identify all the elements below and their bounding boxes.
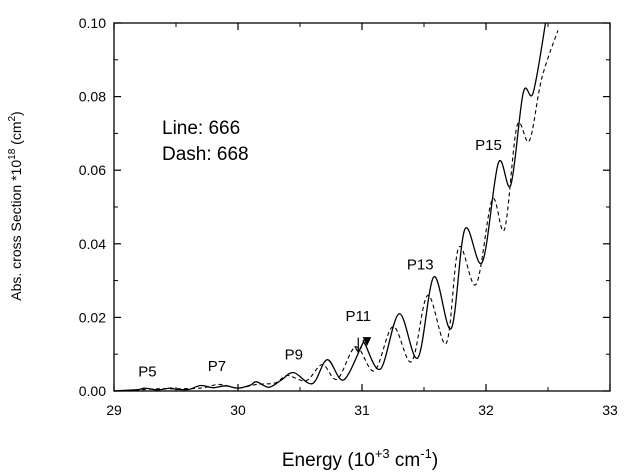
y-axis-title-prefix: Abs. cross Section *10 <box>8 160 24 301</box>
x-tick-label: 33 <box>602 402 618 418</box>
peak-label-p9: P9 <box>285 347 303 364</box>
plot-frame <box>113 22 611 392</box>
legend-note-dash: Dash: 668 <box>162 144 249 165</box>
y-tick-label: 0.00 <box>79 383 106 399</box>
legend-note-line: Line: 666 <box>162 118 240 139</box>
x-tick-label: 31 <box>354 402 370 418</box>
x-tick-label: 29 <box>106 402 122 418</box>
x-axis-title-suffix: ) <box>432 450 438 471</box>
y-tick-label: 0.06 <box>79 162 106 178</box>
peak-arrowhead-filled <box>362 337 372 347</box>
peak-label-p7: P7 <box>208 358 226 375</box>
y-tick-label: 0.10 <box>79 15 106 31</box>
peak-label-p5: P5 <box>138 363 156 380</box>
peak-label-p15: P15 <box>475 137 502 154</box>
peak-arrow-head <box>354 346 363 354</box>
x-axis-title: Energy (10+3 cm-1) <box>282 446 438 471</box>
x-tick-label: 30 <box>230 402 246 418</box>
peak-annotations: P5 P7 P9 P11 P13 P15 <box>138 137 502 380</box>
x-tick-labels: 29 30 31 32 33 <box>106 402 618 418</box>
peak-label-p11: P11 <box>345 308 371 325</box>
series-line-666 <box>113 22 547 392</box>
x-axis-title-sup2: -1 <box>420 446 432 461</box>
axis-ticks <box>113 22 611 392</box>
plot-area <box>113 22 611 392</box>
y-axis-title-suffix: ) <box>8 111 24 116</box>
y-tick-labels: 0.00 0.02 0.04 0.06 0.08 0.10 <box>79 15 106 399</box>
y-axis-title-sup2: 2 <box>7 116 18 122</box>
y-tick-label: 0.08 <box>79 89 106 105</box>
peak-label-p13: P13 <box>407 257 434 274</box>
y-axis-title-mid: (cm <box>8 122 24 149</box>
x-axis-title-sup1: +3 <box>375 446 390 461</box>
y-axis-title-sup1: 18 <box>7 148 18 160</box>
x-axis-title-prefix: Energy (10 <box>282 450 375 471</box>
x-axis-title-mid: cm <box>390 450 421 471</box>
y-axis-title: Abs. cross Section *1018 (cm2) <box>7 111 24 300</box>
series-line-668 <box>113 30 559 392</box>
x-tick-label: 32 <box>478 402 494 418</box>
y-tick-label: 0.04 <box>79 236 106 252</box>
y-tick-label: 0.02 <box>79 309 106 325</box>
series-layer <box>113 22 559 392</box>
